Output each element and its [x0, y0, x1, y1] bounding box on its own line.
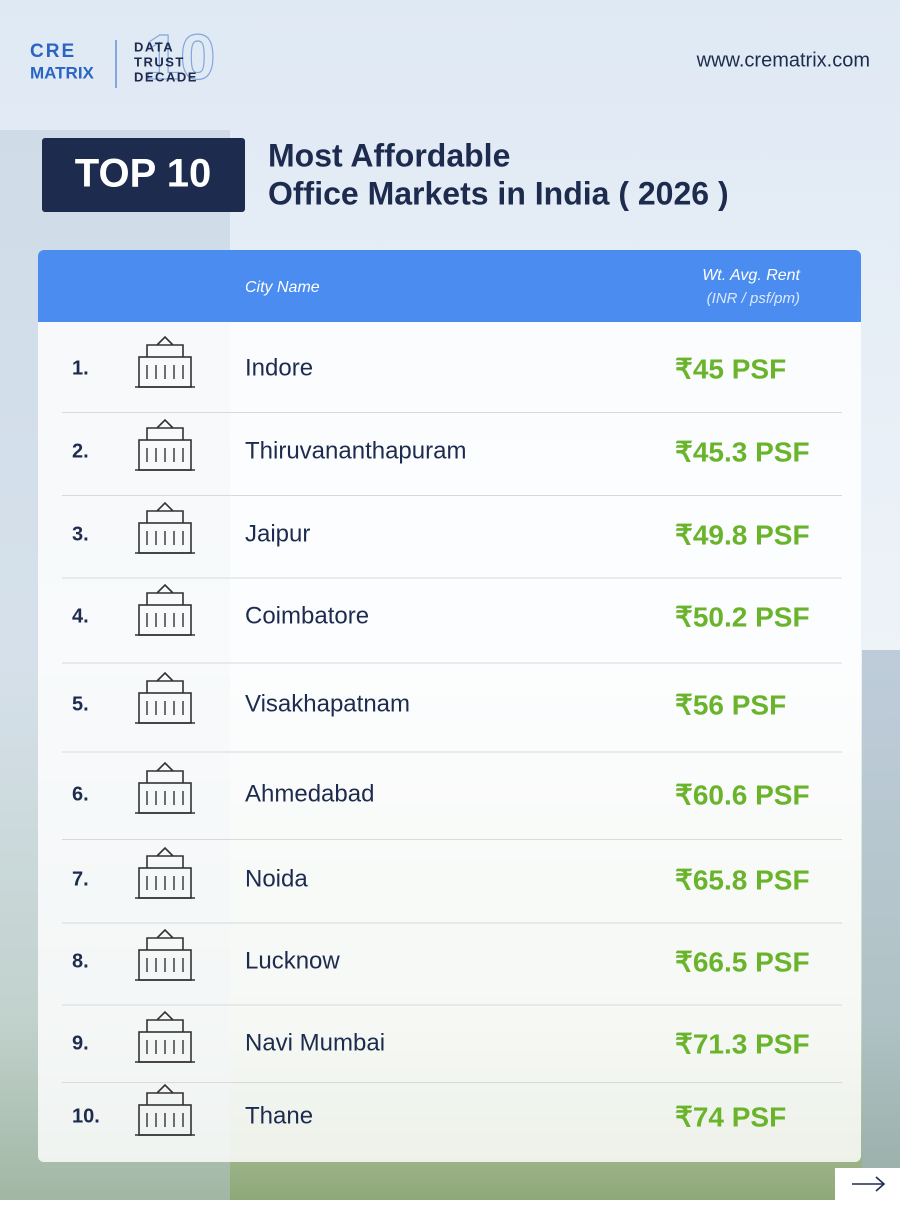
- column-unit: (INR / psf/pm): [707, 290, 800, 307]
- rank: 7.: [72, 868, 89, 890]
- rank: 5.: [72, 693, 89, 715]
- rank: 9.: [72, 1032, 89, 1054]
- table-header: [38, 250, 861, 322]
- city-name: Lucknow: [245, 947, 340, 974]
- city-name: Coimbatore: [245, 602, 369, 629]
- badge-line: TRUST: [134, 54, 185, 69]
- city-name: Ahmedabad: [245, 780, 374, 807]
- next-arrow[interactable]: [852, 1176, 886, 1192]
- rent: ₹45.3 PSF: [675, 436, 810, 467]
- rank: 6.: [72, 783, 89, 805]
- rent: ₹60.6 PSF: [675, 779, 810, 810]
- rank: 4.: [72, 605, 89, 627]
- column-header: Wt. Avg. Rent: [702, 267, 800, 284]
- table-body: 1. Indore ₹45 PSF 2. Thiruvananthapuram ₹45.3…: [62, 336, 842, 1136]
- city-name: Noida: [245, 865, 308, 892]
- rent: ₹45 PSF: [675, 353, 786, 384]
- title-badge-box: [42, 138, 245, 212]
- rank: 1.: [72, 357, 89, 379]
- city-name: Navi Mumbai: [245, 1029, 385, 1056]
- rent: ₹74 PSF: [675, 1101, 786, 1132]
- rent: ₹49.8 PSF: [675, 519, 810, 550]
- title-badge: TOP 10: [75, 152, 211, 196]
- rank: 10.: [72, 1105, 100, 1127]
- title-line: Most Affordable: [268, 137, 510, 173]
- rank: 2.: [72, 440, 89, 462]
- rent: ₹50.2 PSF: [675, 601, 810, 632]
- title-line: Office Markets in India ( 2026 ): [268, 175, 729, 211]
- logo-bottom: MATRIX: [30, 63, 95, 82]
- column-header: City Name: [245, 279, 320, 296]
- badge-line: DECADE: [134, 69, 198, 84]
- building-bg: [862, 650, 900, 1200]
- badge-line: DATA: [134, 39, 174, 54]
- rank: 3.: [72, 523, 89, 545]
- rent: ₹56 PSF: [675, 689, 786, 720]
- table-card: [38, 250, 861, 1162]
- badge-number: 10: [144, 21, 215, 93]
- rent: ₹66.5 PSF: [675, 946, 810, 977]
- city-name: Visakhapatnam: [245, 690, 410, 717]
- rank: 8.: [72, 950, 89, 972]
- logo-top: CRE: [30, 41, 76, 62]
- city-name: Thiruvananthapuram: [245, 437, 466, 464]
- rent: ₹71.3 PSF: [675, 1028, 810, 1059]
- city-name: Indore: [245, 354, 313, 381]
- city-name: Jaipur: [245, 520, 310, 547]
- rent: ₹65.8 PSF: [675, 864, 810, 895]
- city-name: Thane: [245, 1102, 313, 1129]
- website: www.crematrix.com: [696, 49, 870, 71]
